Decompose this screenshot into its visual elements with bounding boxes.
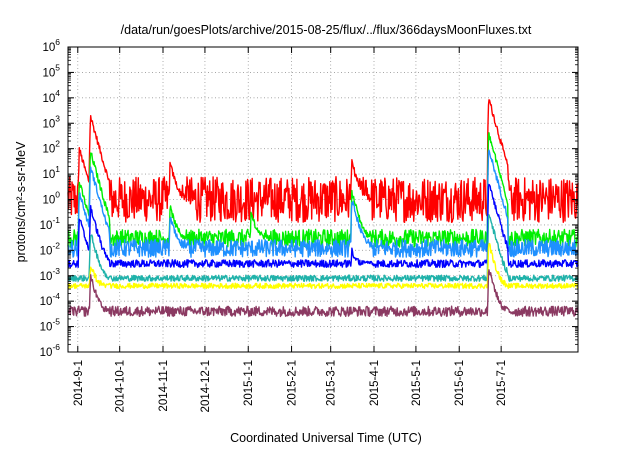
x-tick-label: 2015-1-1 [243, 360, 255, 406]
series-line-3 [67, 183, 579, 269]
y-tick-label: 101 [42, 164, 60, 181]
y-tick-label: 10-3 [40, 266, 61, 283]
x-tick-label: 2014-10-1 [115, 360, 127, 412]
y-tick-label: 105 [42, 62, 60, 79]
chart-title: /data/run/goesPlots/archive/2015-08-25/f… [121, 23, 532, 37]
y-tick-label: 10-5 [40, 317, 61, 334]
x-tick-label: 2015-2-1 [287, 360, 299, 406]
series-line-6 [67, 269, 579, 318]
x-tick-label: 2014-9-1 [73, 360, 85, 406]
y-tick-label: 104 [42, 88, 60, 105]
x-axis-title: Coordinated Universal Time (UTC) [230, 431, 422, 445]
y-tick-label: 10-4 [40, 291, 61, 308]
y-tick-label: 10-1 [40, 215, 61, 232]
series-line-5 [67, 242, 579, 290]
x-tick-label: 2015-4-1 [369, 360, 381, 406]
series-line-4 [67, 214, 579, 282]
y-tick-label: 106 [42, 37, 60, 54]
y-tick-label: 10-2 [40, 240, 61, 257]
y-tick-label: 103 [42, 113, 60, 130]
series-layer [67, 99, 579, 318]
y-tick-label: 10-6 [40, 342, 61, 359]
y-tick-label: 100 [42, 190, 60, 207]
series-line-0 [67, 99, 579, 224]
x-axis-ticks: 2014-9-1 2014-10-1 2014-11-1 2014-12-1 2015-… [73, 47, 508, 412]
series-line-2 [67, 149, 579, 258]
y-tick-label: 102 [42, 139, 60, 156]
x-tick-label: 2014-12-1 [200, 360, 212, 412]
x-tick-label: 2015-3-1 [326, 360, 338, 406]
x-tick-label: 2015-6-1 [454, 360, 466, 406]
y-axis-title: protons/cm²-s-sr-MeV [14, 141, 28, 263]
y-axis-ticks: 10-6 10-5 10-4 10-3 10-2 10-1 100 101 102 103 104 1… [40, 37, 578, 359]
x-tick-label: 2014-11-1 [158, 360, 170, 412]
x-tick-label: 2015-7-1 [496, 360, 508, 406]
x-tick-label: 2015-5-1 [411, 360, 423, 406]
